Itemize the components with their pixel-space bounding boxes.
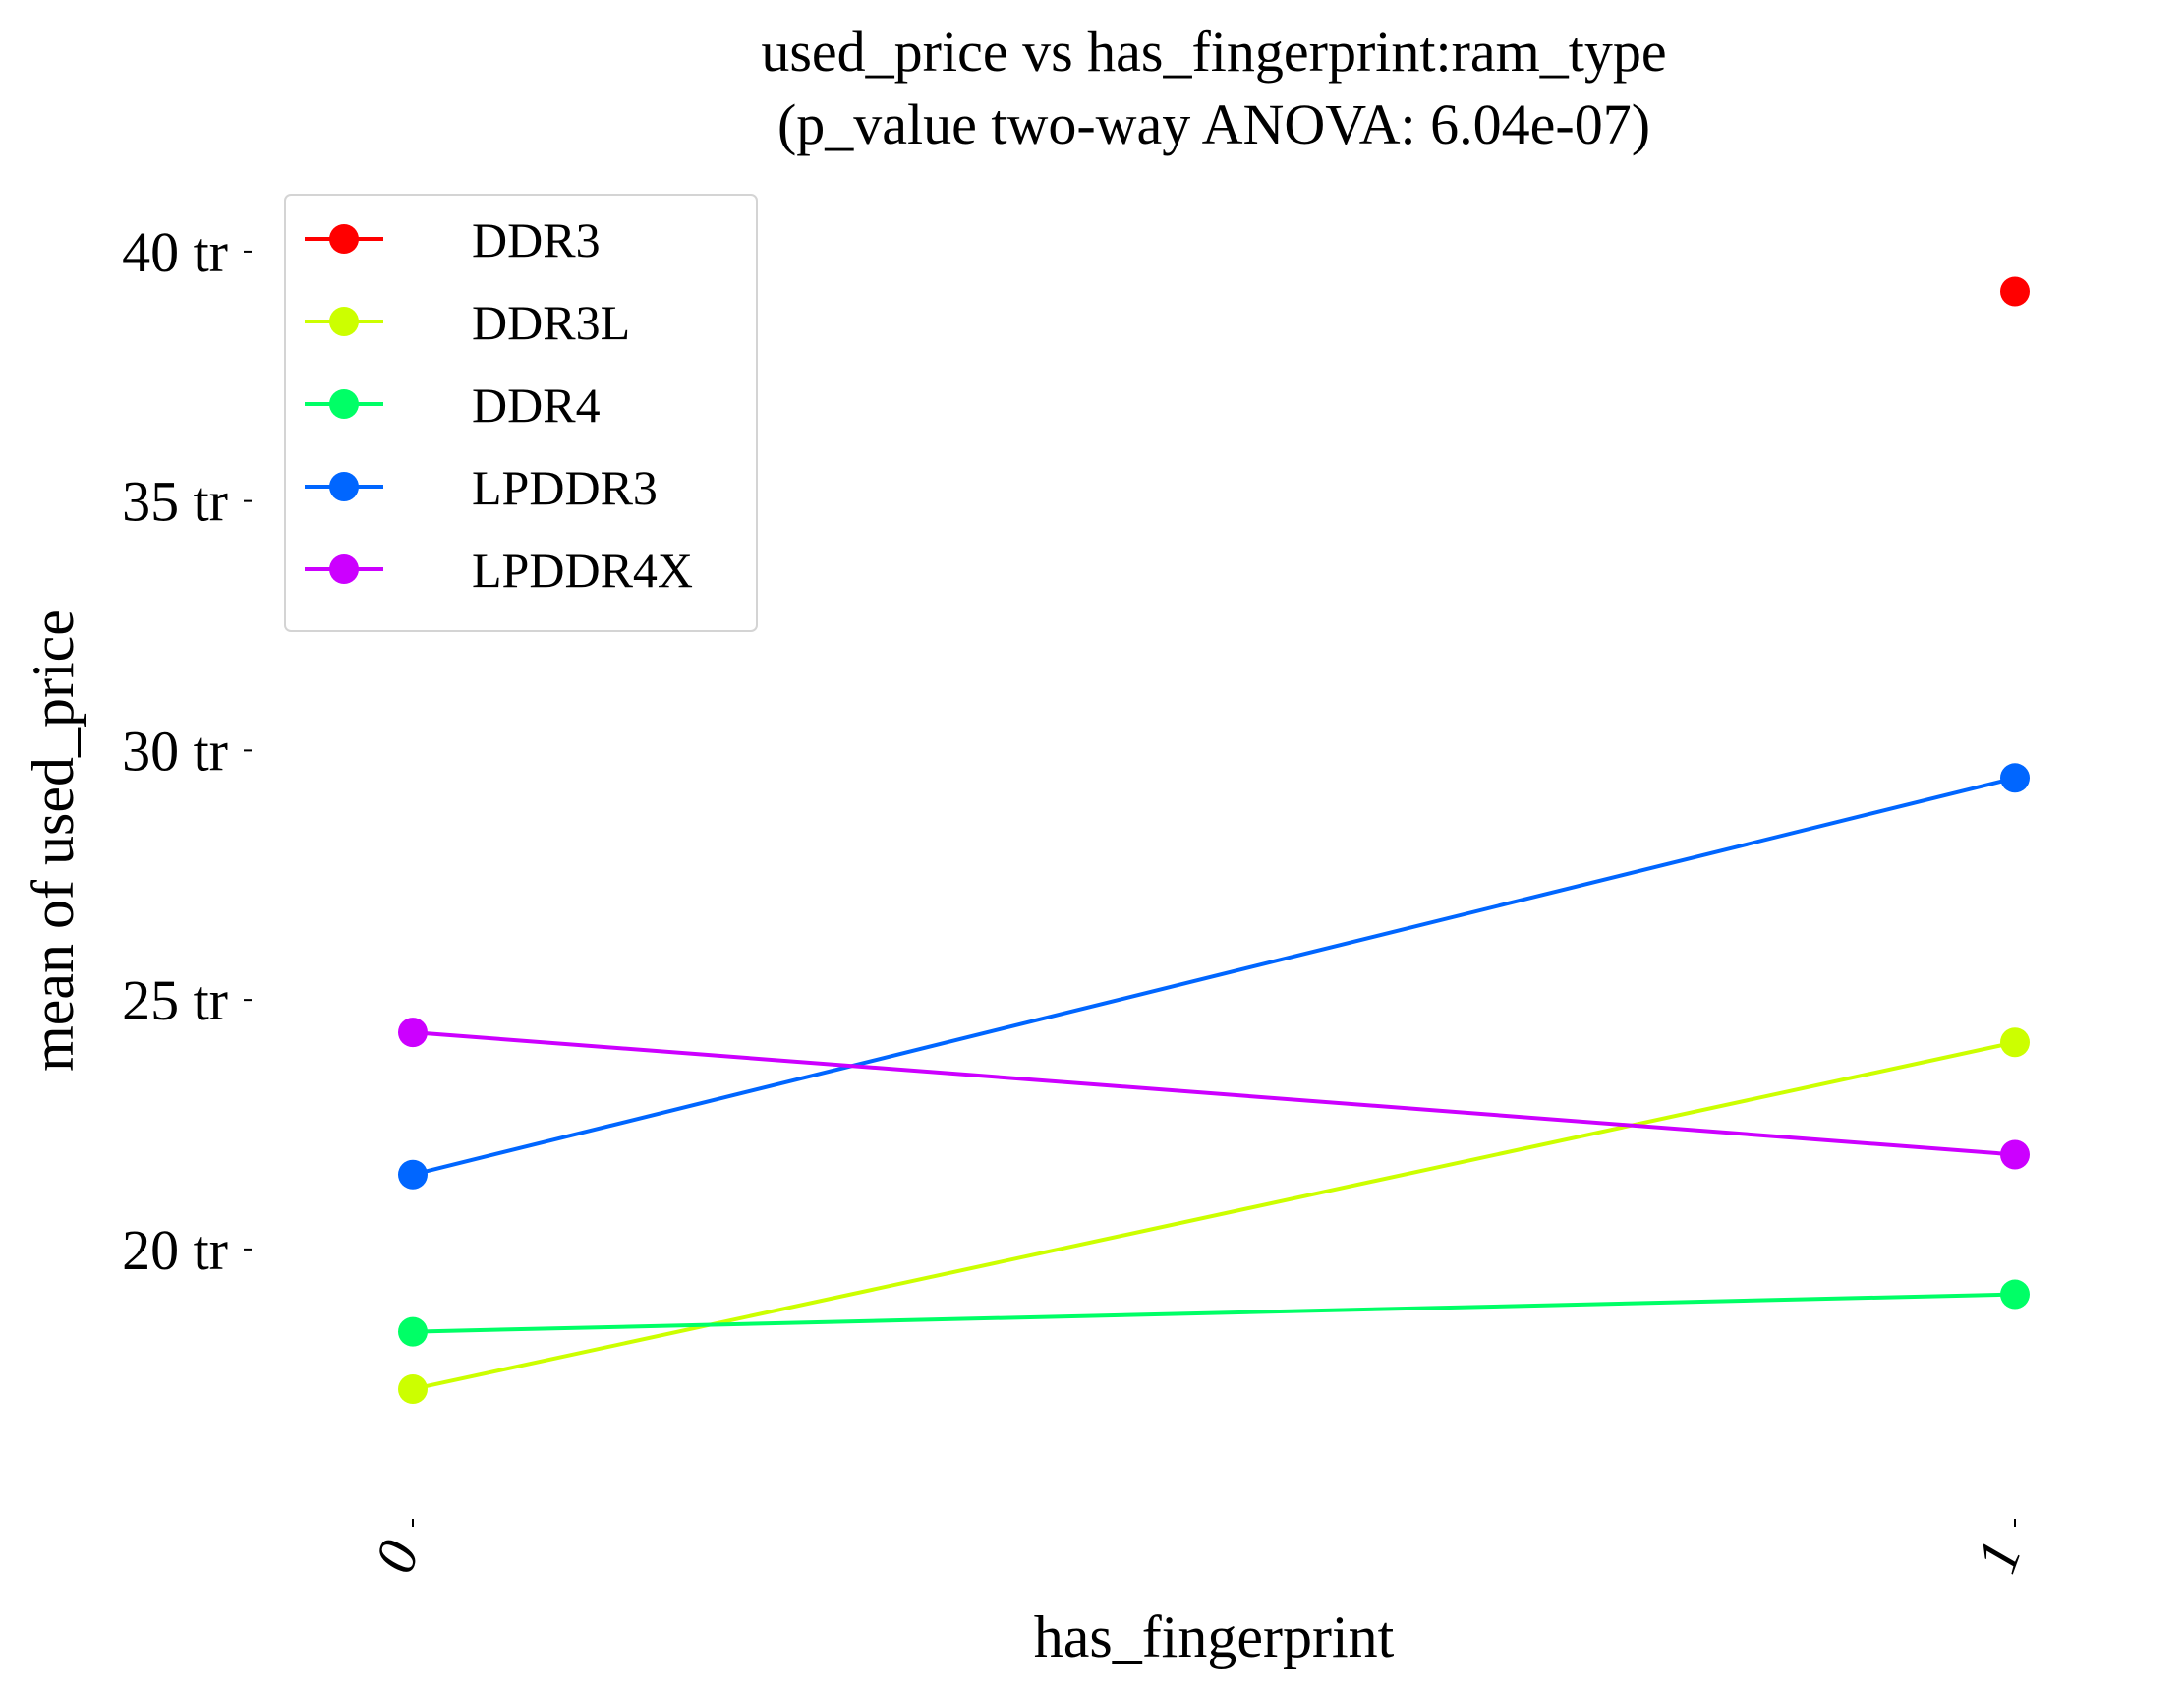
- series-lpddr4x: [398, 1018, 2030, 1170]
- data-point: [2000, 1027, 2030, 1058]
- legend-box: [284, 194, 758, 632]
- series-line: [412, 1040, 2016, 1391]
- legend-label: DDR3L: [472, 295, 630, 350]
- data-point: [398, 1159, 428, 1190]
- y-tick-label: 30 tr: [122, 719, 228, 783]
- series-ddr3l: [398, 1027, 2030, 1404]
- y-axis: 20 tr 25 tr 30 tr 35 tr 40 tr: [122, 220, 252, 1282]
- legend-marker: [329, 224, 359, 254]
- data-point: [2000, 1139, 2030, 1170]
- series-ddr3: [2000, 276, 2030, 307]
- x-tick-label: 1: [1964, 1533, 2034, 1581]
- legend-label: LPDDR3: [472, 460, 658, 515]
- y-tick-label: 35 tr: [122, 470, 228, 534]
- legend-item-lpddr4x: LPDDR4X: [305, 543, 693, 598]
- data-point: [2000, 276, 2030, 307]
- series-lpddr3: [398, 763, 2030, 1190]
- series-line: [412, 1030, 2016, 1157]
- legend-item-ddr3l: DDR3L: [305, 295, 630, 350]
- legend-item-ddr4: DDR4: [305, 378, 601, 433]
- legend-marker: [329, 307, 359, 336]
- data-point: [398, 1018, 428, 1048]
- legend-item-lpddr3: LPDDR3: [305, 460, 658, 515]
- y-tick-label: 20 tr: [122, 1218, 228, 1282]
- data-point: [398, 1316, 428, 1347]
- legend-label: DDR4: [472, 378, 601, 433]
- chart-title-line2: (p_value two-way ANOVA: 6.04e-07): [777, 92, 1650, 156]
- x-axis-label: has_fingerprint: [1034, 1604, 1395, 1669]
- x-tick-label: 0: [362, 1533, 431, 1581]
- legend-label: LPDDR4X: [472, 543, 693, 598]
- legend-marker: [329, 554, 359, 584]
- legend-marker: [329, 472, 359, 501]
- legend-marker: [329, 389, 359, 419]
- series-line: [412, 1292, 2016, 1334]
- y-axis-label: mean of used_price: [21, 610, 86, 1072]
- y-tick-label: 25 tr: [122, 968, 228, 1032]
- legend-label: DDR3: [472, 212, 601, 267]
- legend-item-ddr3: DDR3: [305, 212, 601, 267]
- data-point: [2000, 763, 2030, 793]
- chart-title-line1: used_price vs has_fingerprint:ram_type: [761, 20, 1666, 84]
- data-point: [2000, 1279, 2030, 1310]
- series-ddr4: [398, 1279, 2030, 1347]
- series-line: [412, 776, 2016, 1177]
- y-tick-label: 40 tr: [122, 220, 228, 284]
- data-point: [398, 1373, 428, 1404]
- series-layer: [398, 276, 2030, 1404]
- legend: DDR3 DDR3L DDR4 LPDDR3 LPDDR4X: [284, 194, 758, 632]
